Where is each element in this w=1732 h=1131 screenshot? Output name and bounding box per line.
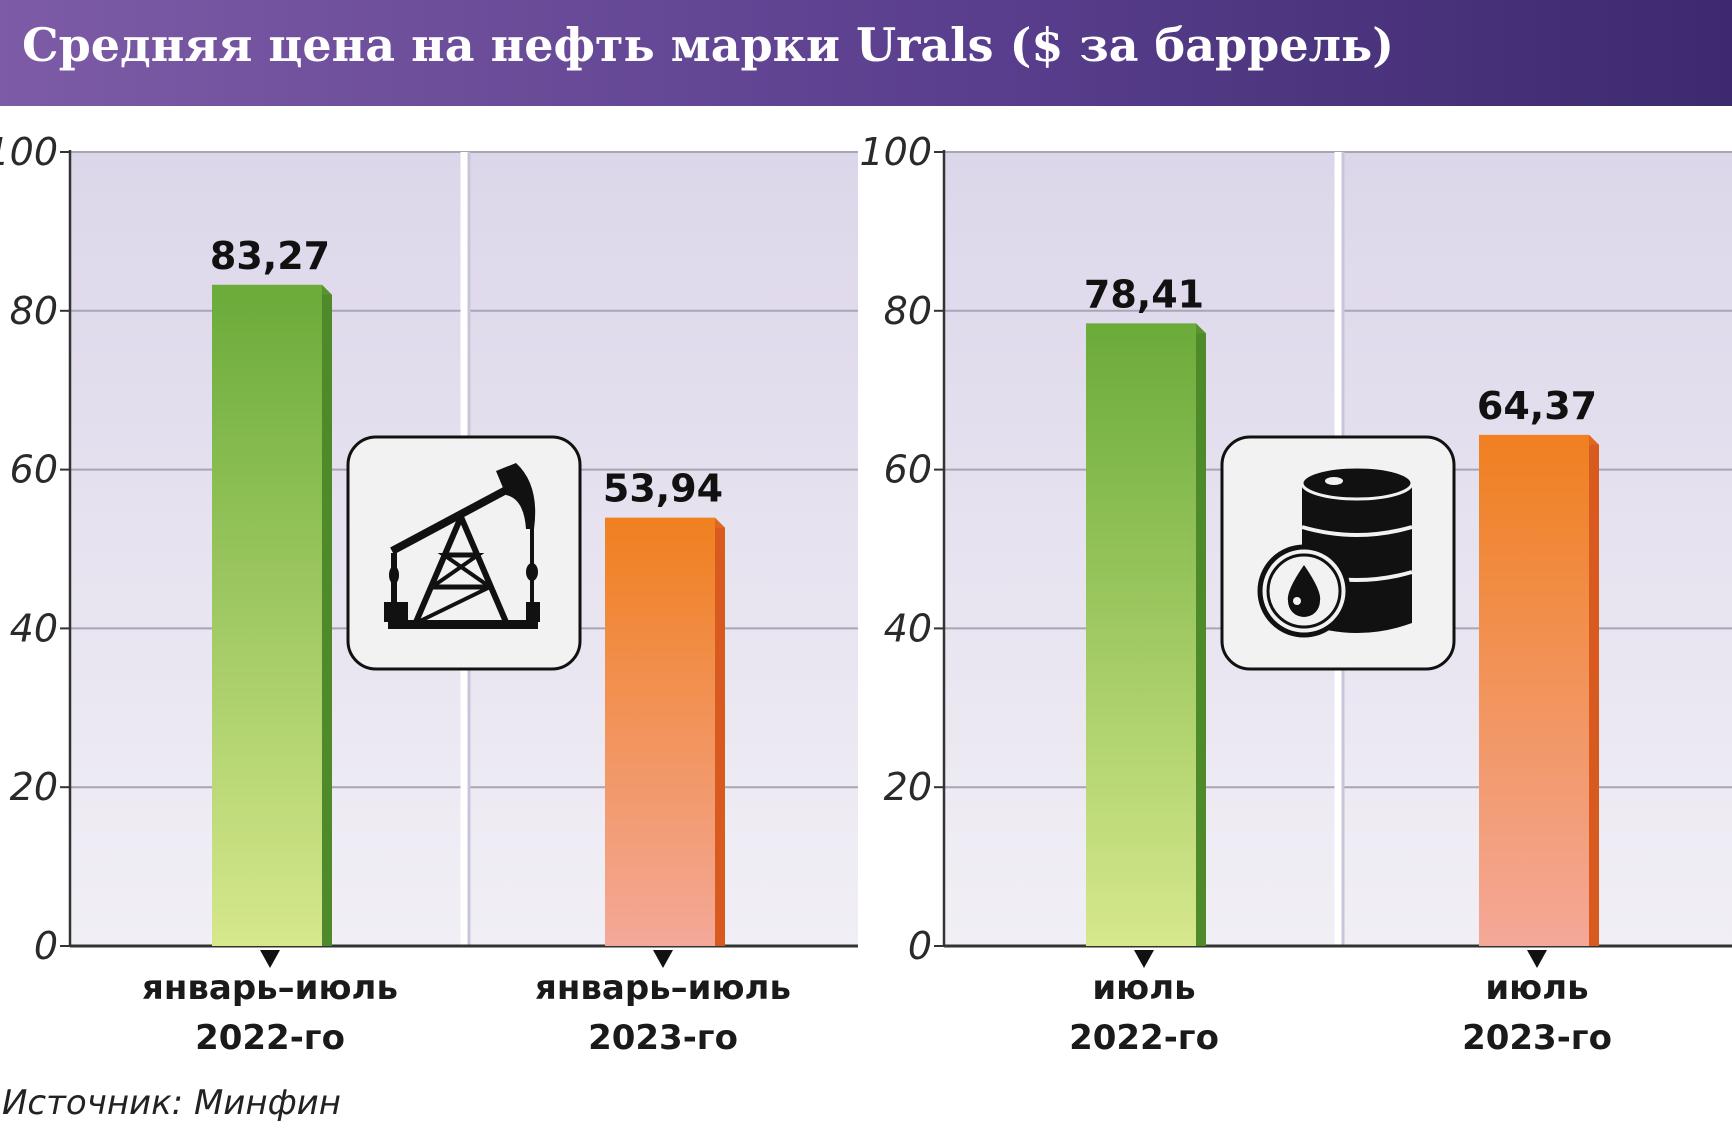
x-category-year: 2023-го [1462, 1018, 1612, 1058]
y-tick-label: 0 [908, 924, 932, 968]
x-tick-marker [1134, 950, 1154, 968]
x-category-label: июль [1092, 968, 1195, 1008]
data-label: 53,94 [603, 467, 723, 511]
bar-side [1196, 323, 1206, 947]
y-tick-label: 40 [10, 606, 58, 650]
bar-side [322, 284, 332, 947]
source-note: Источник: Минфин [2, 1083, 342, 1123]
bar-2022 [212, 284, 322, 947]
y-tick-label: 20 [884, 765, 932, 809]
title-bar: Средняя цена на нефть марки Urals ($ за … [0, 0, 1732, 106]
y-tick-label: 0 [34, 924, 58, 968]
x-tick-marker [260, 950, 280, 968]
y-tick-label: 20 [10, 765, 58, 809]
bar-side [715, 517, 725, 946]
x-category-year: 2022-го [195, 1018, 345, 1058]
x-category-label: январь–июль [535, 968, 791, 1008]
data-label: 83,27 [210, 234, 330, 278]
chart-right: 0 20 40 60 80 100 78,41 июль 2022-го 64,37 июль 202… [859, 130, 1732, 1058]
chart-title: Средняя цена на нефть марки Urals ($ за … [22, 18, 1395, 72]
bar-2023 [605, 517, 715, 946]
x-category-year: 2022-го [1069, 1018, 1219, 1058]
x-category-label: январь–июль [142, 968, 398, 1008]
data-label: 78,41 [1084, 272, 1204, 316]
y-tick-label: 60 [10, 448, 58, 492]
oil-barrel-icon [1220, 435, 1456, 671]
y-tick-label: 100 [859, 130, 932, 174]
y-tick-label: 80 [884, 289, 932, 333]
x-category-year: 2023-го [588, 1018, 738, 1058]
x-tick-marker [1527, 950, 1547, 968]
y-tick-label: 40 [884, 606, 932, 650]
bar-2022 [1086, 323, 1196, 947]
bar-2023 [1479, 434, 1589, 946]
x-tick-marker [653, 950, 673, 968]
data-label: 64,37 [1477, 384, 1597, 428]
y-tick-label: 80 [10, 289, 58, 333]
y-tick-label: 100 [0, 130, 58, 174]
bar-side [1589, 434, 1599, 946]
x-category-label: июль [1485, 968, 1588, 1008]
oil-pump-icon [346, 435, 582, 671]
chart-left: 0 20 40 60 80 100 83,27 январь–июль 2022-го 53,94… [0, 130, 858, 1058]
y-tick-label: 60 [884, 448, 932, 492]
